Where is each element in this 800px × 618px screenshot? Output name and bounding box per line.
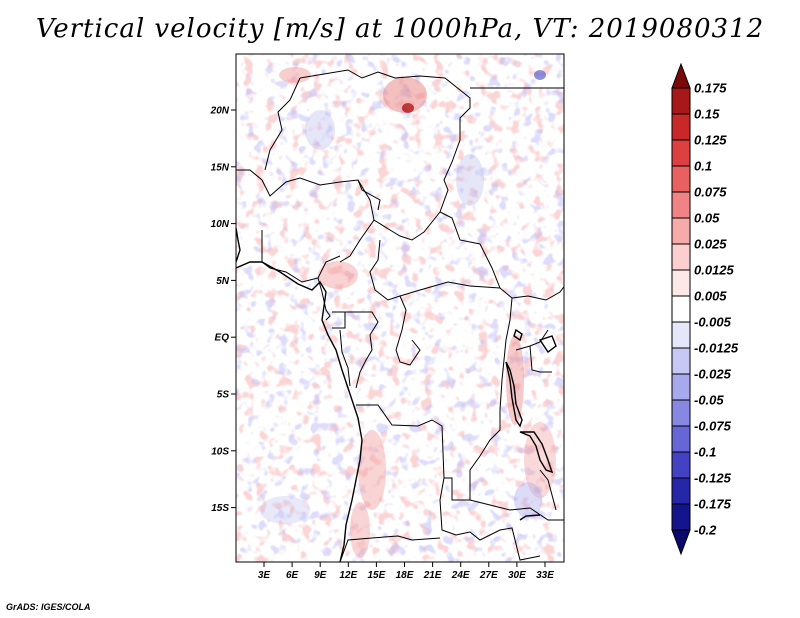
lon-label: 30E bbox=[508, 570, 526, 581]
lon-label: 27E bbox=[479, 570, 498, 581]
lon-label: 18E bbox=[396, 570, 414, 581]
colorbar-label: -0.2 bbox=[694, 523, 717, 538]
lat-label: 10N bbox=[211, 219, 230, 230]
lon-label: 9E bbox=[314, 570, 327, 581]
colorbar-segment bbox=[671, 425, 691, 453]
map-title: Vertical velocity [m/s] at 1000hPa, VT: … bbox=[35, 14, 765, 44]
colorbar-segment bbox=[671, 243, 691, 271]
plot-area bbox=[235, 53, 565, 563]
colorbar-label: -0.0125 bbox=[694, 341, 739, 356]
colorbar-label: 0.075 bbox=[694, 185, 727, 200]
lon-label: 24E bbox=[451, 570, 470, 581]
colorbar-label: -0.005 bbox=[694, 315, 732, 330]
lon-label: 12E bbox=[339, 570, 357, 581]
colorbar-segment bbox=[671, 373, 691, 401]
colorbar-segment bbox=[671, 139, 691, 167]
colorbar-label: -0.1 bbox=[694, 445, 716, 460]
lat-label: 20N bbox=[210, 106, 230, 117]
lat-label: 15S bbox=[211, 503, 229, 514]
colorbar-label: 0.05 bbox=[694, 211, 720, 226]
lon-label: 3E bbox=[258, 570, 271, 581]
colorbar-segment bbox=[671, 399, 691, 427]
colorbar-label: 0.0125 bbox=[694, 263, 735, 278]
latitude-axis: 20N 15N 10N 5N EQ 5S 10S 15S bbox=[210, 106, 236, 514]
colorbar-segment bbox=[671, 451, 691, 479]
colorbar-segment bbox=[671, 217, 691, 245]
colorbar-label: 0.15 bbox=[694, 107, 720, 122]
colorbar-label: 0.025 bbox=[694, 237, 727, 252]
lon-label: 6E bbox=[286, 570, 299, 581]
coastlines bbox=[236, 227, 557, 562]
lat-label: 15N bbox=[211, 162, 230, 173]
lat-label: 5N bbox=[216, 276, 230, 287]
colorbar-segment bbox=[671, 269, 691, 297]
lat-label: 10S bbox=[211, 446, 229, 457]
colorbar-label: -0.175 bbox=[694, 497, 732, 512]
colorbar-segment bbox=[671, 295, 691, 323]
colorbar-label: 0.175 bbox=[694, 81, 727, 96]
colorbar-min-arrow bbox=[671, 529, 691, 556]
country-borders bbox=[236, 69, 564, 562]
colorbar-segment bbox=[671, 113, 691, 141]
colorbar-label: -0.025 bbox=[694, 367, 732, 382]
grads-credit: GrADS: IGES/COLA bbox=[6, 602, 91, 612]
velocity-field bbox=[236, 54, 564, 562]
colorbar: 0.175 0.15 0.125 0.1 0.075 0.05 0.025 0.0125 0.0… bbox=[671, 62, 739, 556]
colorbar-segment bbox=[671, 503, 691, 531]
lon-label: 21E bbox=[423, 570, 442, 581]
colorbar-label: 0.125 bbox=[694, 133, 727, 148]
lat-label: 5S bbox=[217, 390, 230, 401]
colorbar-label: 0.1 bbox=[694, 159, 712, 174]
lon-label: 15E bbox=[368, 570, 386, 581]
lat-label: EQ bbox=[215, 333, 230, 344]
colorbar-max-arrow bbox=[671, 62, 691, 89]
colorbar-label: -0.05 bbox=[694, 393, 724, 408]
colorbar-label: -0.125 bbox=[694, 471, 732, 486]
colorbar-segment bbox=[671, 165, 691, 193]
colorbar-segment bbox=[671, 191, 691, 219]
plot-frame bbox=[235, 53, 565, 563]
longitude-axis: 3E 6E 9E 12E 15E 18E 21E 24E 27E 30E 33E bbox=[258, 562, 554, 581]
colorbar-label: 0.005 bbox=[694, 289, 727, 304]
colorbar-segment bbox=[671, 477, 691, 505]
colorbar-segment bbox=[671, 347, 691, 375]
lon-label: 33E bbox=[536, 570, 554, 581]
colorbar-label: -0.075 bbox=[694, 419, 732, 434]
colorbar-segment bbox=[671, 321, 691, 349]
colorbar-segment bbox=[671, 87, 691, 115]
